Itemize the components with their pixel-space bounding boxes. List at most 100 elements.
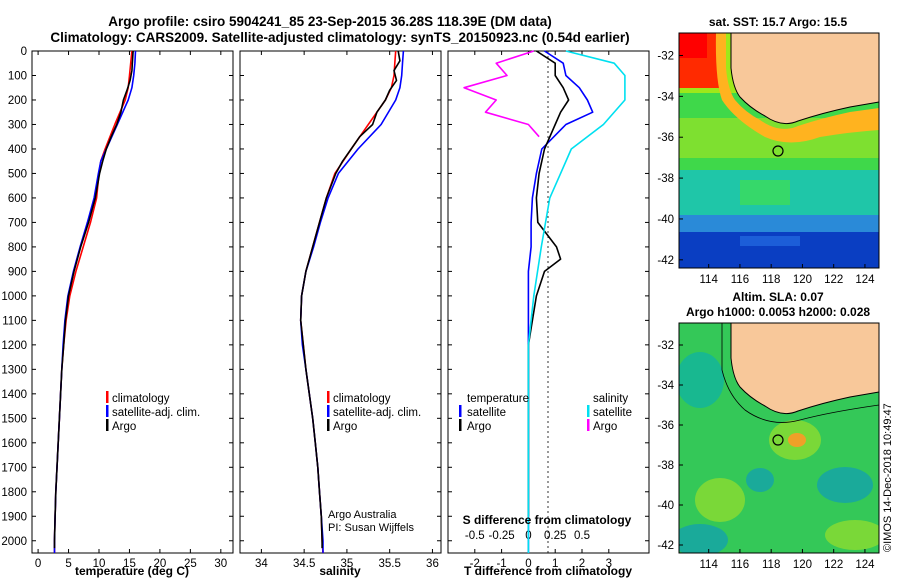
legend-label-s-satellite: satellite: [593, 407, 632, 419]
difference-legend: temperature satellite Argo salinity sate…: [459, 393, 632, 433]
lon-tick-label: 116: [731, 274, 749, 286]
lon-tick-label: 114: [700, 559, 719, 571]
depth-tick-label: 1500: [1, 413, 27, 425]
sst-map-title: sat. SST: 15.7 Argo: 15.5: [709, 15, 848, 29]
lon-tick-label: 118: [762, 274, 780, 286]
series-line-climatology: [53, 50, 133, 553]
x-tick-label: 35.5: [378, 558, 400, 570]
series-line-s-argo: [463, 50, 540, 138]
title-line-1: Argo profile: csiro 5904241_85 23-Sep-20…: [108, 14, 551, 29]
lon-tick-label: 120: [793, 274, 812, 286]
sla-land: [730, 323, 879, 415]
lat-tick-label: -32: [657, 50, 674, 62]
lon-tick-label: 124: [855, 274, 875, 286]
lat-tick-label: -36: [657, 132, 674, 144]
lat-tick-label: -42: [657, 255, 674, 267]
x-tick-label: 5: [65, 558, 71, 570]
legend-swatch-satellite: [327, 405, 330, 417]
salinity-panel-frame: [239, 50, 442, 554]
s-diff-tick-label: 0.5: [574, 530, 590, 542]
legend-label-climatology: climatology: [333, 393, 391, 405]
depth-tick-label: 1900: [1, 511, 27, 523]
sla-eddy-peak: [788, 433, 806, 447]
depth-tick-label: 1300: [1, 364, 27, 376]
series-line-s-satellite: [527, 50, 626, 553]
sla-map-frame: [678, 322, 880, 554]
legend-swatch-climatology: [106, 391, 109, 403]
series-line-t-satellite: [527, 50, 594, 553]
sst-warm-eddy: [740, 180, 790, 205]
temperature-panel-frame: [31, 50, 234, 554]
salinity-legend: climatology satellite-adj. clim. Argo Ar…: [327, 391, 421, 534]
credit-pi: PI: Susan Wijffels: [328, 522, 414, 534]
series-line-argo: [299, 50, 401, 549]
x-tick-label: 20: [154, 558, 167, 570]
x-tick-label: 34: [255, 558, 268, 570]
depth-tick-label: 2000: [1, 536, 27, 548]
series-line-satellite-adj-clim-: [53, 50, 137, 553]
lon-tick-label: 114: [700, 274, 719, 286]
lat-tick-label: -42: [657, 540, 674, 552]
sla-eddy-low: [679, 352, 724, 408]
x-tick-label: 15: [123, 558, 136, 570]
sla-eddy-low-3: [817, 467, 873, 503]
lat-tick-label: -40: [657, 500, 674, 512]
x-tick-label: 30: [214, 558, 227, 570]
series-line-t-argo: [527, 50, 570, 517]
depth-tick-label: 1200: [1, 340, 27, 352]
series-line-climatology: [299, 50, 397, 554]
sst-argo-float-marker: [772, 145, 784, 157]
legend-title-salinity: salinity: [593, 393, 628, 405]
sst-land: [730, 33, 879, 125]
x-tick-label: -1: [496, 558, 506, 570]
s-diff-tick-label: -0.5: [465, 530, 485, 542]
depth-tick-label: 700: [8, 217, 27, 229]
s-diff-tick-label: -0.25: [488, 530, 514, 542]
lat-tick-label: -32: [657, 340, 674, 352]
depth-tick-label: 1700: [1, 462, 27, 474]
x-axes: 0 5 10 15 20 25 30 34 34.5 35 35.5 36 -2 -1 0 1 2 3 -0.5 -0…: [35, 51, 612, 570]
legend-swatch-s-satellite: [587, 405, 590, 417]
legend-label-climatology: climatology: [112, 393, 170, 405]
salinity-axis-label: salinity: [319, 564, 361, 578]
depth-tick-label: 500: [8, 168, 27, 180]
x-tick-label: 2: [579, 558, 585, 570]
depth-tick-label: 200: [8, 95, 27, 107]
lat-tick-label: -38: [657, 173, 674, 185]
legend-swatch-argo: [327, 419, 330, 431]
x-tick-label: 34.5: [293, 558, 315, 570]
lat-tick-label: -34: [657, 380, 674, 392]
depth-tick-label: 100: [8, 70, 27, 82]
lon-tick-label: 122: [824, 559, 843, 571]
x-tick-label: 0: [35, 558, 41, 570]
t-difference-axis-label: T difference from climatology: [464, 564, 632, 578]
lon-tick-label: 122: [824, 274, 843, 286]
legend-label-argo: Argo: [333, 421, 357, 433]
legend-label-t-argo: Argo: [467, 421, 491, 433]
sla-argo-float-marker: [772, 434, 784, 446]
sla-eddy-low-2: [746, 468, 774, 492]
x-tick-label: 25: [184, 558, 197, 570]
s-difference-axis-label: S difference from climatology: [463, 513, 632, 527]
sla-map: [678, 322, 880, 554]
difference-panel-frame: [447, 50, 650, 554]
legend-swatch-t-satellite: [459, 405, 462, 417]
x-tick-label: 35: [341, 558, 354, 570]
depth-tick-label: 1400: [1, 389, 27, 401]
depth-tick-label: 600: [8, 193, 27, 205]
sst-coastal-band: [715, 33, 879, 143]
sst-map: [678, 32, 880, 269]
legend-label-satellite: satellite-adj. clim.: [333, 407, 421, 419]
credit-argo-australia: Argo Australia: [328, 509, 397, 521]
legend-label-satellite: satellite-adj. clim.: [112, 407, 200, 419]
s-diff-tick-label: 0.25: [544, 530, 566, 542]
x-tick-label: 0: [525, 558, 531, 570]
depth-axis: 0 100 200 300 400 500 600 700 800 900 1000 1100 1200…: [1, 46, 649, 548]
lat-tick-label: -38: [657, 460, 674, 472]
lat-tick-label: -40: [657, 214, 674, 226]
lon-tick-label: 118: [762, 559, 780, 571]
depth-tick-label: 1000: [1, 291, 27, 303]
series-line-argo: [53, 50, 134, 549]
temperature-legend: climatology satellite-adj. clim. Argo: [106, 391, 200, 433]
